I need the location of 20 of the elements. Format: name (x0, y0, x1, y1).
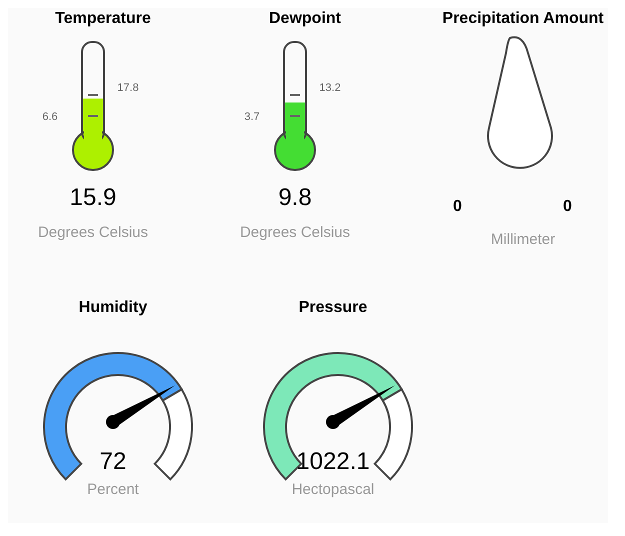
text: 13.2 (319, 82, 341, 94)
text: Degrees Celsius (238, 224, 352, 241)
chart-title: Pressure (298, 299, 368, 317)
text: 6.6 (42, 111, 58, 123)
text: 1022.1 (295, 448, 371, 476)
text: Percent (86, 481, 140, 498)
text: 3.7 (244, 111, 260, 123)
data-label: 0 (563, 198, 572, 216)
text: Hectopascal (290, 481, 376, 498)
text: 17.8 (117, 82, 139, 94)
text: Degrees Celsius (36, 224, 150, 241)
text: Temperature (54, 10, 152, 28)
text: 72 (98, 448, 128, 476)
chart-title: Humidity (78, 299, 148, 317)
text: Dewpoint (268, 10, 342, 28)
data-label: 0 (453, 198, 462, 216)
text: Precipitation Amount (441, 10, 605, 28)
data-label: 15.9 (68, 184, 118, 212)
text: Millimeter (490, 231, 556, 248)
data-label: 9.8 (277, 184, 313, 212)
